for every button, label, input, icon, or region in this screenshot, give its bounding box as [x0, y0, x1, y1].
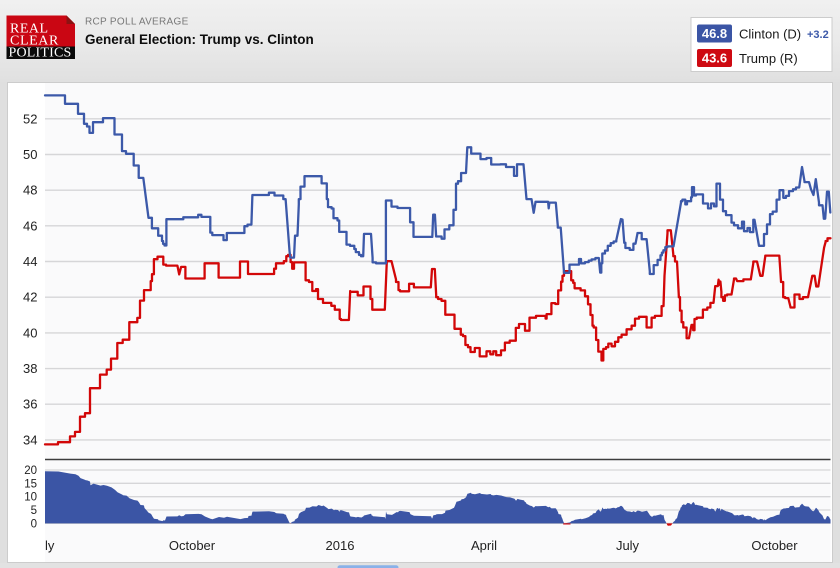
svg-text:Trump (R): Trump (R): [739, 51, 798, 66]
svg-text:REAL: REAL: [10, 22, 49, 37]
svg-text:ly: ly: [45, 538, 55, 553]
svg-text:15: 15: [24, 478, 37, 490]
svg-text:0: 0: [31, 518, 37, 530]
svg-text:POLITICS: POLITICS: [9, 46, 72, 61]
svg-text:46: 46: [23, 218, 37, 233]
svg-text:10: 10: [24, 492, 37, 504]
svg-text:July: July: [616, 538, 640, 553]
svg-text:+3.2: +3.2: [807, 29, 829, 41]
svg-text:50: 50: [23, 147, 37, 162]
svg-text:5: 5: [31, 505, 37, 517]
svg-text:October: October: [169, 538, 216, 553]
svg-text:General Election: Trump vs. Cl: General Election: Trump vs. Clinton: [85, 32, 314, 47]
svg-text:34: 34: [23, 432, 37, 447]
svg-text:48: 48: [23, 183, 37, 198]
svg-text:46.8: 46.8: [702, 26, 727, 41]
svg-text:52: 52: [23, 111, 37, 126]
svg-text:RCP POLL AVERAGE: RCP POLL AVERAGE: [85, 17, 189, 28]
svg-text:October: October: [751, 538, 798, 553]
svg-text:40: 40: [23, 325, 37, 340]
svg-text:2016: 2016: [326, 538, 355, 553]
svg-text:CLEAR: CLEAR: [10, 34, 59, 49]
svg-text:38: 38: [23, 361, 37, 376]
svg-text:43.6: 43.6: [702, 51, 727, 66]
svg-text:44: 44: [23, 254, 37, 269]
svg-text:20: 20: [24, 465, 37, 477]
svg-text:36: 36: [23, 397, 37, 412]
svg-text:Clinton (D): Clinton (D): [739, 27, 801, 42]
svg-text:42: 42: [23, 290, 37, 305]
svg-text:April: April: [471, 538, 497, 553]
